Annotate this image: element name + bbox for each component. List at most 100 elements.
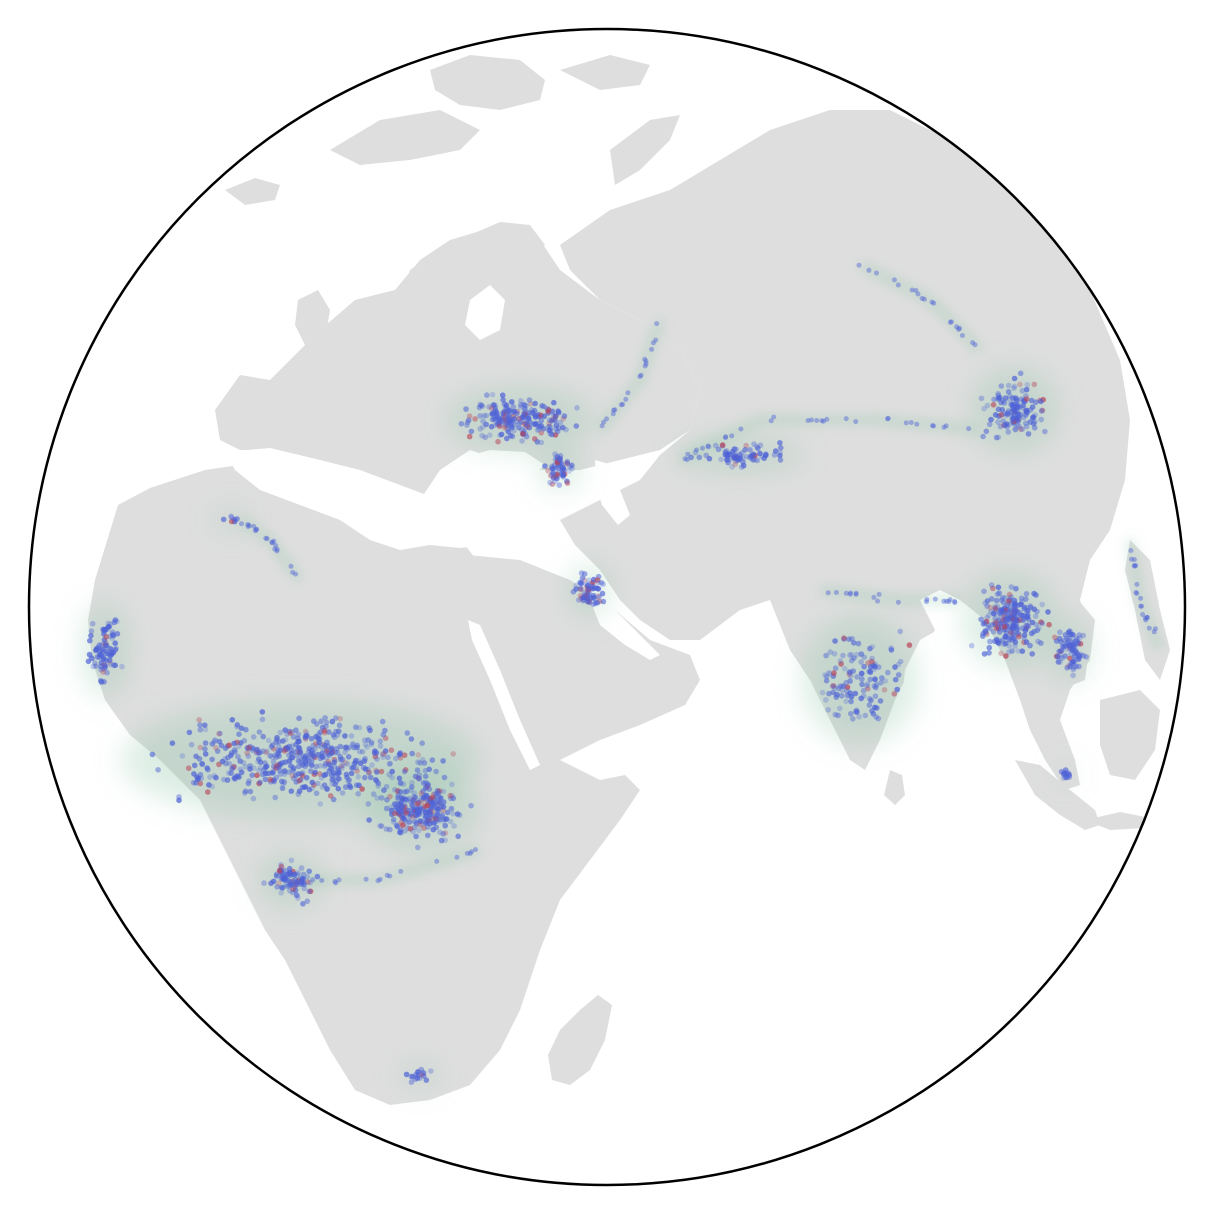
event-point bbox=[649, 346, 655, 352]
event-point bbox=[243, 726, 249, 733]
event-point bbox=[1012, 603, 1019, 610]
land-greenland-edge bbox=[330, 110, 480, 165]
event-point bbox=[468, 802, 474, 809]
event-point bbox=[495, 438, 501, 445]
event-point bbox=[300, 875, 306, 881]
event-point bbox=[986, 650, 992, 656]
event-point bbox=[276, 868, 283, 874]
event-point bbox=[604, 416, 609, 422]
event-point bbox=[819, 418, 825, 424]
event-point bbox=[1010, 620, 1016, 626]
land-japan bbox=[1080, 320, 1115, 400]
event-point bbox=[224, 777, 231, 783]
event-point bbox=[330, 776, 336, 783]
event-point bbox=[497, 432, 503, 439]
event-point bbox=[968, 642, 975, 649]
event-point bbox=[581, 589, 588, 596]
event-point bbox=[1008, 630, 1014, 636]
event-point bbox=[858, 670, 865, 677]
event-point bbox=[294, 879, 300, 885]
event-point bbox=[407, 826, 414, 832]
event-point bbox=[442, 823, 449, 829]
event-point bbox=[333, 880, 339, 886]
density-track-5 bbox=[819, 586, 960, 604]
event-point bbox=[832, 684, 838, 691]
event-point bbox=[1016, 423, 1022, 430]
event-point bbox=[226, 742, 232, 749]
event-point bbox=[251, 765, 257, 771]
event-point bbox=[1067, 628, 1073, 634]
event-point bbox=[329, 718, 336, 725]
event-point bbox=[580, 594, 587, 601]
event-point bbox=[450, 810, 456, 817]
event-point bbox=[397, 780, 404, 786]
event-point bbox=[281, 748, 288, 754]
event-point bbox=[306, 757, 312, 763]
event-point bbox=[972, 342, 978, 348]
event-point bbox=[517, 404, 524, 411]
event-point bbox=[941, 424, 947, 430]
event-point bbox=[751, 457, 758, 463]
event-point bbox=[92, 660, 98, 666]
event-point bbox=[542, 463, 548, 469]
event-point bbox=[448, 795, 454, 802]
density-track-2 bbox=[678, 416, 981, 464]
event-point bbox=[294, 880, 300, 886]
event-point bbox=[996, 609, 1002, 615]
event-point bbox=[848, 590, 853, 596]
event-point bbox=[1066, 635, 1072, 642]
event-point bbox=[733, 453, 740, 460]
event-point bbox=[1014, 626, 1020, 633]
event-point bbox=[999, 406, 1006, 413]
event-point bbox=[270, 758, 277, 765]
event-point bbox=[919, 295, 925, 301]
event-point bbox=[435, 812, 442, 819]
event-point bbox=[981, 405, 987, 412]
inland-seas bbox=[225, 285, 995, 790]
event-point bbox=[757, 450, 763, 457]
event-point bbox=[418, 790, 425, 797]
event-point bbox=[869, 659, 876, 665]
event-point bbox=[490, 410, 497, 416]
event-point bbox=[860, 693, 867, 699]
event-point bbox=[653, 337, 659, 343]
event-point bbox=[239, 521, 244, 527]
event-point bbox=[299, 876, 305, 883]
event-point bbox=[246, 778, 252, 784]
event-point bbox=[249, 772, 255, 778]
event-point bbox=[947, 319, 953, 325]
event-point bbox=[263, 749, 269, 756]
event-point bbox=[362, 741, 369, 748]
event-point bbox=[574, 405, 580, 411]
event-point bbox=[366, 817, 372, 823]
event-point bbox=[1007, 606, 1014, 612]
event-point bbox=[851, 640, 857, 646]
event-point bbox=[267, 753, 274, 759]
event-point bbox=[1001, 641, 1007, 647]
event-point bbox=[843, 590, 849, 596]
event-point bbox=[232, 749, 238, 755]
event-point bbox=[970, 340, 976, 346]
event-point bbox=[254, 746, 260, 753]
event-point bbox=[832, 711, 839, 718]
event-point bbox=[444, 809, 451, 816]
event-point bbox=[823, 652, 829, 659]
event-point bbox=[407, 810, 414, 817]
event-point bbox=[339, 765, 345, 771]
event-point bbox=[997, 612, 1004, 619]
event-point bbox=[1146, 625, 1152, 631]
event-point bbox=[238, 725, 245, 731]
event-point bbox=[733, 455, 739, 461]
event-point bbox=[319, 724, 326, 731]
event-point bbox=[1011, 597, 1018, 604]
event-point bbox=[755, 445, 761, 452]
event-point bbox=[372, 748, 378, 754]
event-point bbox=[344, 761, 351, 767]
event-point bbox=[330, 769, 337, 776]
event-point bbox=[932, 596, 938, 602]
event-point bbox=[342, 733, 348, 739]
event-point bbox=[1023, 591, 1030, 597]
event-point bbox=[336, 728, 342, 734]
event-point bbox=[1010, 621, 1017, 628]
event-point bbox=[308, 762, 315, 768]
